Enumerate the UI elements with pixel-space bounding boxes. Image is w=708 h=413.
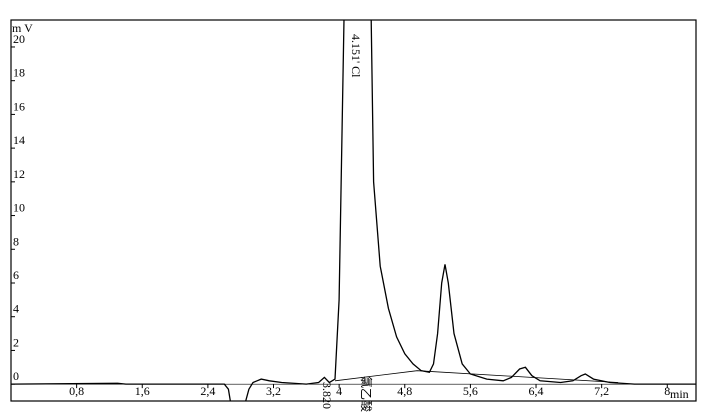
x-tick-label: 4 [336,384,342,398]
y-tick-label: 10 [13,201,25,215]
x-tick-label: 4,8 [397,384,412,398]
peak-annotation: 氯乙酸 [359,376,374,412]
y-tick-label: 18 [13,66,25,80]
y-tick-label: 8 [13,234,19,248]
plot-frame [10,19,697,402]
x-tick-label: 5,6 [463,384,478,398]
x-tick-label: 7,2 [594,384,609,398]
peak-annotation: 3.820 [320,382,334,409]
x-axis-label: min [670,387,689,401]
y-tick-label: 6 [13,268,19,282]
x-tick-label: 3,2 [266,384,281,398]
x-tick-label: 1,6 [135,384,150,398]
y-tick-label: 14 [13,133,25,147]
x-tick-label: 2,4 [200,384,215,398]
y-tick-label: 0 [13,369,19,383]
y-tick-label: 16 [13,99,25,113]
x-tick-label: 8 [664,384,670,398]
peak-annotation: 4.151' Cl [349,34,363,78]
chromatogram-trace [11,20,696,401]
integration-baseline [334,370,619,383]
y-tick-label: 20 [13,32,25,46]
y-tick-label: 4 [13,302,19,316]
y-tick-label: 12 [13,167,25,181]
y-axis-label: m V [12,21,33,35]
x-tick-label: 0,8 [69,384,84,398]
x-tick-label: 6,4 [529,384,544,398]
plot-area [11,20,696,401]
y-tick-label: 2 [13,335,19,349]
